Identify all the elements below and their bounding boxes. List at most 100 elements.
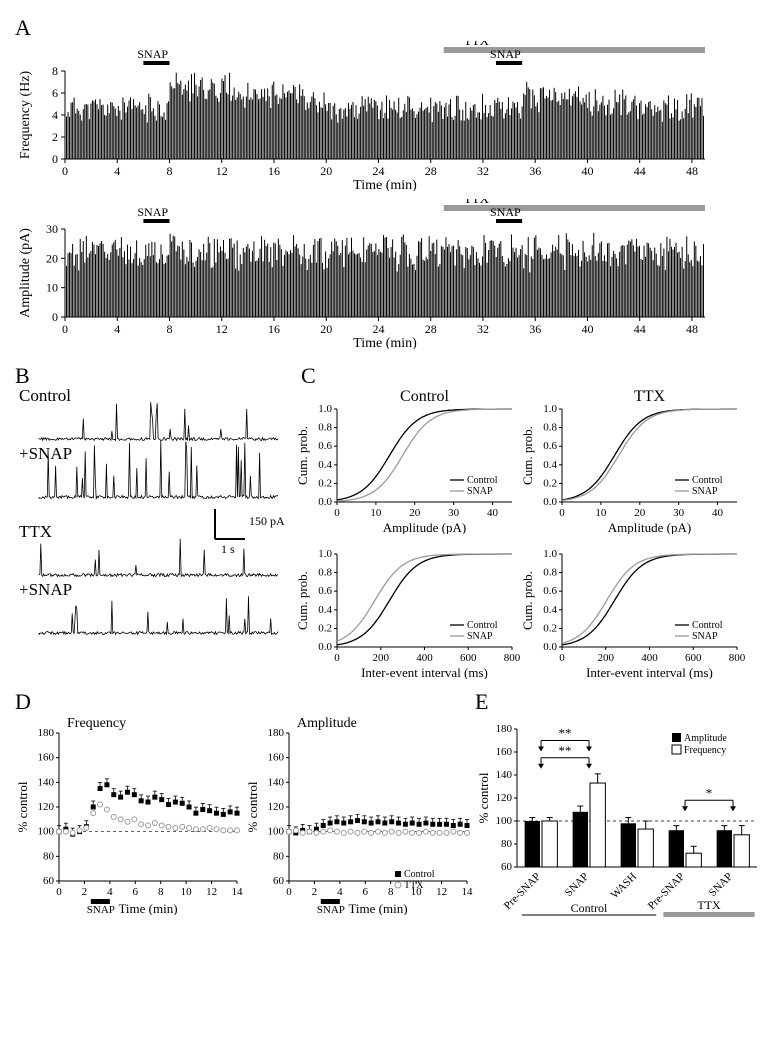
panel-a-freq-chart: TTXSNAPSNAP0481216202428323640444802468T… [15, 41, 762, 191]
svg-text:4: 4 [337, 886, 343, 898]
svg-text:16: 16 [268, 164, 280, 178]
svg-text:28: 28 [425, 322, 437, 336]
svg-text:Inter-event interval (ms): Inter-event interval (ms) [586, 665, 713, 679]
svg-text:Inter-event interval (ms): Inter-event interval (ms) [361, 665, 488, 679]
svg-text:20: 20 [320, 164, 332, 178]
svg-text:10: 10 [181, 886, 193, 898]
svg-text:0.6: 0.6 [318, 440, 332, 452]
svg-text:60: 60 [501, 861, 513, 873]
svg-text:Amplitude: Amplitude [684, 733, 727, 744]
panel-b-label: B [15, 363, 295, 389]
panel-d: D Frequency02468101214608010012014016018… [15, 689, 475, 925]
svg-text:48: 48 [686, 322, 698, 336]
svg-text:140: 140 [38, 776, 55, 788]
svg-text:0.4: 0.4 [318, 459, 332, 471]
svg-text:1.0: 1.0 [543, 548, 557, 560]
svg-text:10: 10 [370, 507, 382, 519]
svg-text:0.2: 0.2 [543, 477, 557, 489]
svg-text:TTX: TTX [697, 898, 721, 912]
panel-e: E 6080100120140160180% controlPre-SNAPSN… [475, 689, 765, 925]
svg-text:60: 60 [273, 875, 285, 887]
svg-text:TTX: TTX [464, 41, 490, 48]
svg-text:800: 800 [504, 652, 520, 664]
svg-text:2: 2 [82, 886, 88, 898]
svg-text:4: 4 [114, 164, 120, 178]
svg-text:16: 16 [268, 322, 280, 336]
svg-text:30: 30 [673, 507, 685, 519]
svg-text:36: 36 [529, 322, 541, 336]
svg-text:180: 180 [496, 723, 513, 735]
panel-d-label: D [15, 689, 475, 715]
svg-text:0: 0 [52, 152, 58, 166]
svg-text:0: 0 [559, 652, 565, 664]
svg-text:Time (min): Time (min) [118, 901, 177, 915]
svg-text:200: 200 [373, 652, 390, 664]
svg-text:0: 0 [62, 164, 68, 178]
svg-text:Control: Control [692, 620, 723, 631]
svg-text:Cum. prob.: Cum. prob. [295, 571, 310, 630]
svg-text:30: 30 [448, 507, 460, 519]
svg-text:12: 12 [206, 886, 217, 898]
panel-e-label: E [475, 689, 765, 715]
svg-text:160: 160 [496, 746, 513, 758]
svg-text:SNAP: SNAP [467, 486, 493, 497]
svg-text:36: 36 [529, 164, 541, 178]
svg-text:SNAP: SNAP [490, 47, 521, 61]
svg-text:*: * [706, 785, 713, 800]
svg-text:40: 40 [487, 507, 499, 519]
svg-text:% control: % control [476, 772, 491, 823]
svg-text:80: 80 [43, 850, 55, 862]
svg-text:44: 44 [634, 164, 646, 178]
svg-text:400: 400 [641, 652, 658, 664]
svg-text:SNAP: SNAP [692, 486, 718, 497]
svg-text:160: 160 [268, 752, 285, 764]
svg-text:0.2: 0.2 [543, 622, 557, 634]
svg-text:SNAP: SNAP [137, 47, 168, 61]
svg-text:% control: % control [15, 781, 30, 832]
svg-text:SNAP: SNAP [692, 631, 718, 642]
svg-text:100: 100 [38, 826, 55, 838]
svg-text:TTX: TTX [464, 199, 490, 206]
svg-text:0: 0 [334, 507, 340, 519]
svg-text:**: ** [559, 743, 572, 758]
svg-text:12: 12 [216, 164, 228, 178]
svg-text:0: 0 [559, 507, 565, 519]
svg-text:6: 6 [363, 886, 369, 898]
svg-text:14: 14 [462, 886, 474, 898]
svg-text:Control: Control [400, 389, 449, 405]
svg-text:0.6: 0.6 [543, 585, 557, 597]
svg-text:20: 20 [409, 507, 421, 519]
svg-text:% control: % control [245, 781, 260, 832]
svg-text:2: 2 [52, 130, 58, 144]
svg-text:Control: Control [19, 389, 71, 405]
svg-text:0.0: 0.0 [318, 496, 332, 508]
svg-text:1.0: 1.0 [543, 403, 557, 415]
svg-text:Pre-SNAP: Pre-SNAP [502, 871, 543, 912]
svg-text:24: 24 [372, 164, 384, 178]
svg-text:SNAP: SNAP [467, 631, 493, 642]
svg-text:Amplitude: Amplitude [297, 716, 357, 731]
svg-text:160: 160 [38, 752, 55, 764]
svg-text:8: 8 [166, 164, 172, 178]
svg-text:2: 2 [312, 886, 318, 898]
svg-text:30: 30 [46, 222, 58, 236]
svg-text:120: 120 [38, 801, 55, 813]
svg-text:0.4: 0.4 [318, 604, 332, 616]
svg-text:8: 8 [158, 886, 164, 898]
svg-text:6: 6 [133, 886, 139, 898]
svg-text:100: 100 [496, 815, 513, 827]
svg-text:40: 40 [581, 322, 593, 336]
svg-text:Control: Control [404, 869, 435, 880]
svg-text:0.6: 0.6 [318, 585, 332, 597]
svg-text:180: 180 [38, 727, 55, 739]
svg-text:0: 0 [334, 652, 340, 664]
svg-text:32: 32 [477, 322, 489, 336]
svg-text:800: 800 [729, 652, 745, 664]
svg-text:4: 4 [52, 108, 58, 122]
svg-text:Time (min): Time (min) [353, 336, 417, 349]
svg-text:140: 140 [268, 776, 285, 788]
svg-text:0.8: 0.8 [543, 422, 557, 434]
svg-text:0.4: 0.4 [543, 459, 557, 471]
panel-a-label: A [15, 15, 762, 41]
svg-text:Amplitude (pA): Amplitude (pA) [18, 228, 33, 318]
